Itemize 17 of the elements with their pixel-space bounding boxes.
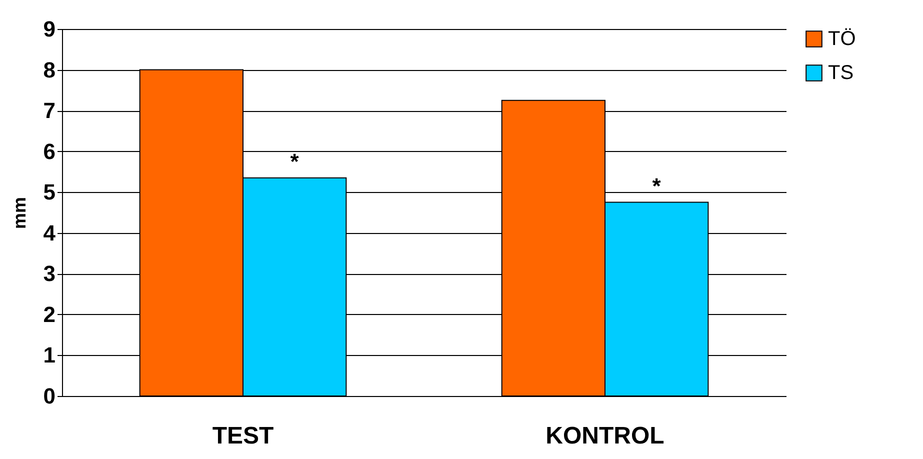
y-tick-label: 6 <box>43 138 56 164</box>
y-tick-label: 7 <box>43 98 56 124</box>
x-tick-label: KONTROL <box>546 422 664 450</box>
y-tick-label: 0 <box>43 384 56 408</box>
y-tick-label: 3 <box>43 261 56 286</box>
y-tick-label: 4 <box>43 220 56 246</box>
y-axis-title: mm <box>9 196 30 230</box>
legend-label: TÖ <box>828 28 856 50</box>
y-tick-label: 8 <box>43 57 56 82</box>
annotation: * <box>290 148 300 174</box>
y-tick-label: 2 <box>43 302 56 327</box>
y-tick-label: 5 <box>43 180 56 205</box>
y-tick-label: 9 <box>43 16 56 42</box>
annotation: * <box>652 173 662 198</box>
x-tick-label: TEST <box>212 422 274 450</box>
legend-label: TS <box>828 62 854 84</box>
y-tick-label: 1 <box>43 342 56 368</box>
